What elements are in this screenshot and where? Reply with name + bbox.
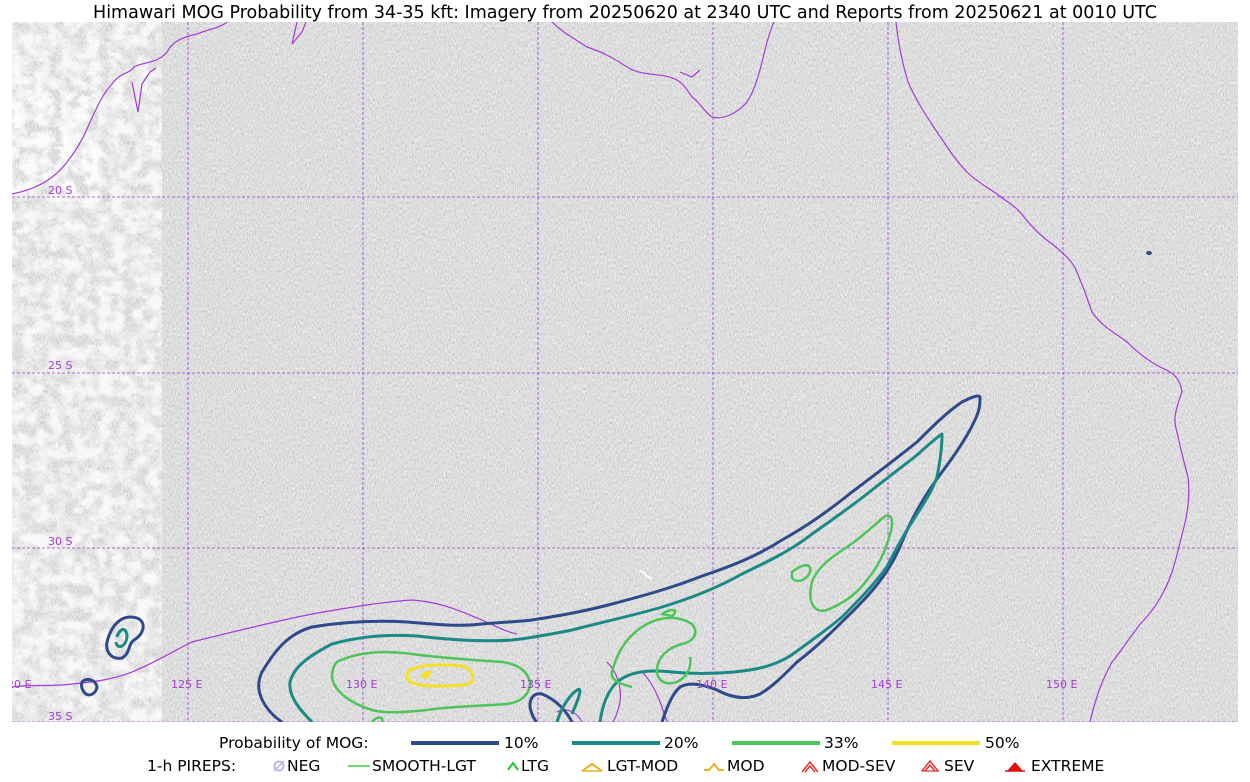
lon-label-125e: 125 E xyxy=(171,678,202,691)
lon-label-120e: 120 E xyxy=(12,678,31,691)
legend-label-50: 50% xyxy=(985,734,1020,752)
lon-label-130e: 130 E xyxy=(346,678,377,691)
legend-pirep-lgt-mod: LGT-MOD xyxy=(607,757,679,775)
contour-20pct xyxy=(114,432,944,722)
neg-icon xyxy=(273,760,285,772)
sev-icon xyxy=(921,759,939,772)
mod-sev-icon xyxy=(801,760,819,773)
legend-pirep-neg: NEG xyxy=(287,757,321,775)
contour-33pct xyxy=(330,514,894,722)
legend-swatch-50 xyxy=(892,741,980,745)
legend-label-10: 10% xyxy=(504,734,539,752)
lat-label-30s: 30 S xyxy=(48,535,72,548)
legend-pirep-mod-sev: MOD-SEV xyxy=(822,757,896,775)
legend-probability: Probability of MOG: 10% 20% 33% 50% xyxy=(0,733,1250,753)
smooth-lgt-icon xyxy=(348,765,370,767)
coastline xyxy=(12,22,1190,722)
lat-label-20s: 20 S xyxy=(48,184,72,197)
white-streak xyxy=(639,569,653,581)
legend-swatch-33 xyxy=(732,741,820,745)
graticule xyxy=(12,22,1238,722)
legend-probability-label: Probability of MOG: xyxy=(219,734,369,752)
lon-label-135e: 135 E xyxy=(520,678,551,691)
mod-icon xyxy=(704,762,724,771)
ltg-icon xyxy=(507,761,519,771)
imagery-background xyxy=(12,22,1238,722)
bright-cloud-patches-top xyxy=(12,72,102,202)
legend-label-33: 33% xyxy=(824,734,859,752)
extreme-icon xyxy=(1005,762,1025,772)
lon-label-150e: 150 E xyxy=(1046,678,1077,691)
page-title: Himawari MOG Probability from 34-35 kft:… xyxy=(93,3,1157,23)
lat-label-35s: 35 S xyxy=(48,710,72,722)
contour-50pct xyxy=(405,663,474,688)
legend-pirep-ltg: LTG xyxy=(521,757,549,775)
legend-pirep-extreme: EXTREME xyxy=(1031,757,1105,775)
legend-pirep-sev: SEV xyxy=(944,757,975,775)
legend-pireps-label: 1-h PIREPS: xyxy=(147,757,237,775)
contour-10pct xyxy=(79,394,982,722)
legend-pirep-mod: MOD xyxy=(727,757,765,775)
lgt-mod-icon xyxy=(581,762,603,772)
legend-pirep-smooth-lgt: SMOOTH-LGT xyxy=(372,757,476,775)
legend-label-20: 20% xyxy=(664,734,699,752)
satellite-map[interactable]: 20 S 25 S 30 S 35 S 120 E 125 E 130 E 13… xyxy=(12,22,1238,722)
legend-pireps: 1-h PIREPS: NEG SMOOTH-LGT LTG LGT-MOD M… xyxy=(0,756,1250,776)
lon-label-145e: 145 E xyxy=(871,678,902,691)
lon-label-140e: 140 E xyxy=(696,678,727,691)
lat-label-25s: 25 S xyxy=(48,359,72,372)
legend-swatch-20 xyxy=(572,741,660,745)
island-feature xyxy=(1146,251,1152,255)
legend-swatch-10 xyxy=(411,741,499,745)
